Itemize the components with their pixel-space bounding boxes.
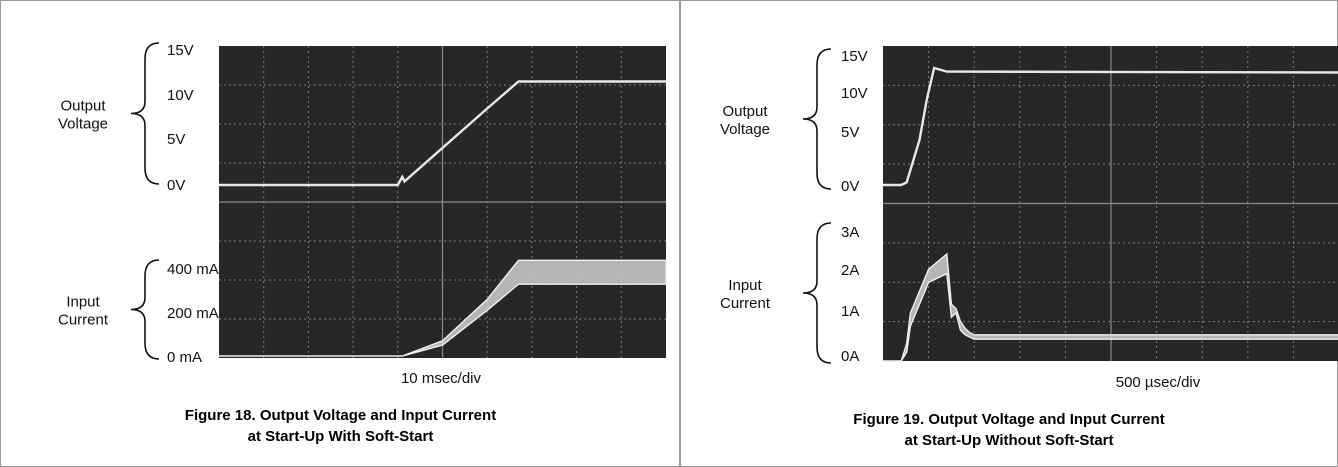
output-voltage-label-line2: Voltage <box>720 121 770 138</box>
output-voltage-trace <box>219 80 666 187</box>
input-current-label-line2: Current <box>58 312 109 329</box>
current-tick-label: 200 mA <box>167 305 219 322</box>
figure-18-panel: 15V 10V 5V 0V 400 mA 200 mA 0 mA Output Voltage I… <box>0 0 680 467</box>
voltage-tick-label: 15V <box>167 42 194 59</box>
output-voltage-trace <box>883 66 1338 187</box>
current-tick-label: 0A <box>841 348 859 365</box>
time-scale-label: 10 msec/div <box>401 370 482 387</box>
voltage-tick-label: 0V <box>841 178 859 195</box>
current-tick-label: 400 mA <box>167 261 219 278</box>
input-current-trace <box>219 259 667 357</box>
voltage-tick-label: 15V <box>841 48 868 65</box>
voltage-tick-label: 10V <box>167 87 194 104</box>
figure-18-caption-line1: Figure 18. Output Voltage and Input Curr… <box>184 407 497 424</box>
time-scale-label: 500 µsec/div <box>1116 374 1201 391</box>
input-current-label-line1: Input <box>728 277 762 294</box>
figure-19-caption-line1: Figure 19. Output Voltage and Input Curr… <box>853 411 1165 428</box>
input-current-label-line2: Current <box>720 295 771 312</box>
current-brace <box>802 222 832 364</box>
figure-19-caption-line2: at Start-Up Without Soft-Start <box>904 432 1114 449</box>
current-brace <box>130 259 160 360</box>
voltage-tick-label: 5V <box>841 124 859 141</box>
output-voltage-label-line2: Voltage <box>58 116 108 133</box>
input-current-trace <box>883 252 1338 362</box>
output-voltage-label-line1: Output <box>60 98 106 115</box>
current-tick-label: 1A <box>841 303 859 320</box>
voltage-tick-label: 5V <box>167 131 185 148</box>
panel-divider <box>679 0 680 467</box>
current-tick-label: 3A <box>841 224 859 241</box>
figure-18-caption-line2: at Start-Up With Soft-Start <box>247 428 434 445</box>
figure-18-caption: Figure 18. Output Voltage and Input Curr… <box>1 405 680 447</box>
voltage-brace <box>802 48 832 190</box>
voltage-brace <box>130 42 160 185</box>
output-voltage-label-line1: Output <box>722 103 768 120</box>
figure-19-panel: 15V 10V 5V 0V 3A 2A 1A 0A Output Voltage Input Curr… <box>680 0 1338 467</box>
input-current-label-line1: Input <box>66 294 100 311</box>
voltage-tick-label: 10V <box>841 85 868 102</box>
voltage-tick-label: 0V <box>167 177 185 194</box>
figure-19-caption: Figure 19. Output Voltage and Input Curr… <box>681 409 1337 451</box>
current-tick-label: 2A <box>841 262 859 279</box>
current-tick-label: 0 mA <box>167 349 202 366</box>
